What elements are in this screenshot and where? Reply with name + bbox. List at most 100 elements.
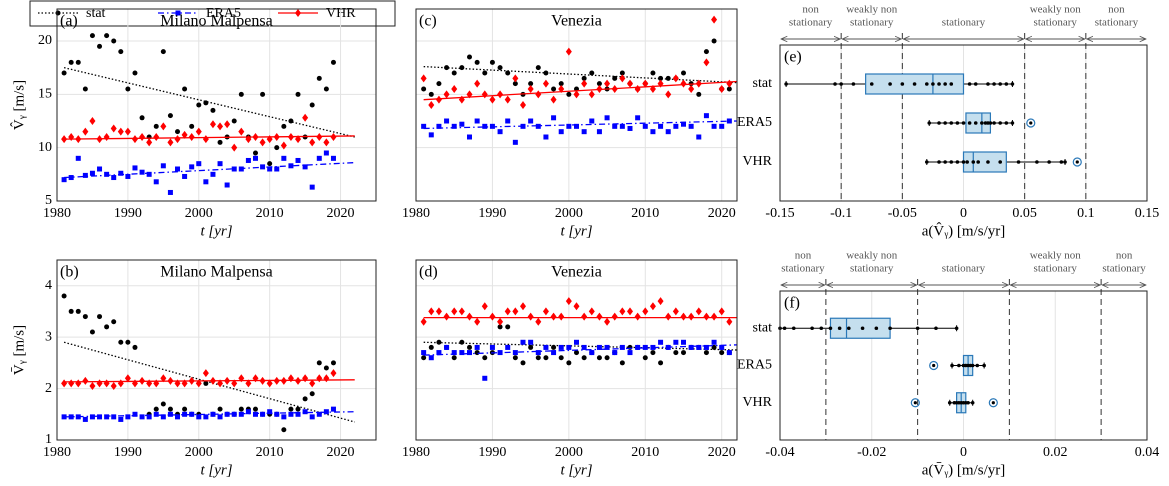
point (224, 120, 231, 129)
point (420, 74, 427, 83)
point (436, 350, 442, 356)
point (323, 138, 330, 147)
point (672, 307, 679, 316)
point (111, 414, 117, 420)
point (295, 157, 301, 163)
region-label: non (1108, 4, 1125, 16)
point (566, 123, 572, 129)
legend: stat ERA5 VHR (38, 6, 356, 21)
category-label: VHR (742, 395, 772, 410)
point (950, 363, 954, 368)
point (309, 414, 315, 420)
point (543, 134, 549, 140)
point (998, 121, 1002, 125)
point (528, 81, 534, 87)
point (428, 307, 435, 316)
point (869, 82, 874, 86)
point (558, 355, 564, 361)
point (665, 129, 671, 135)
point (153, 411, 159, 417)
point (189, 411, 195, 417)
x-tick-label: 2000 (555, 206, 583, 221)
point (900, 82, 905, 86)
point (139, 169, 145, 175)
point (681, 121, 686, 127)
point (650, 70, 656, 76)
point (316, 155, 322, 161)
point (209, 120, 216, 129)
x-tick-label: 1990 (114, 445, 142, 460)
y-tick-label: 10 (38, 140, 52, 155)
point (504, 95, 511, 104)
y-tick-label: 15 (38, 87, 52, 102)
point (203, 414, 209, 420)
panel-label: (c) (419, 13, 437, 30)
point (672, 74, 679, 83)
point (627, 79, 633, 88)
point (558, 312, 565, 321)
point (649, 302, 656, 311)
point (231, 118, 237, 124)
legend-box (29, 0, 396, 27)
point (302, 113, 309, 122)
point (627, 125, 633, 131)
point (451, 307, 458, 316)
panel-label: (a) (60, 13, 78, 30)
point (451, 85, 458, 93)
region-label: weakly non (1030, 4, 1082, 16)
point (436, 81, 442, 87)
point (117, 127, 124, 136)
point (421, 355, 427, 361)
point (696, 91, 702, 97)
point (658, 75, 664, 81)
y-tick-label: 3 (45, 329, 52, 344)
point (89, 329, 95, 335)
point (1047, 160, 1051, 164)
point (970, 363, 975, 368)
point (309, 391, 315, 397)
point (673, 123, 679, 129)
trend-line (64, 411, 355, 418)
outlier (988, 398, 998, 408)
point (274, 145, 280, 151)
point (245, 409, 251, 415)
point (210, 171, 216, 177)
point (146, 138, 153, 147)
point (309, 184, 315, 190)
point (558, 129, 564, 135)
plot-frame (779, 44, 1148, 202)
x-tick-label: 1980 (402, 445, 430, 460)
point (281, 155, 287, 161)
trend-line (423, 80, 738, 101)
point (224, 182, 230, 188)
point (986, 160, 990, 164)
region-label: stationary (789, 17, 833, 29)
point (934, 326, 938, 331)
point (89, 382, 96, 390)
outlier (910, 398, 920, 408)
point (535, 317, 542, 326)
point (703, 113, 709, 119)
point (497, 324, 503, 330)
point (551, 350, 557, 356)
panel: 1980 1990 2000 2010 2020 1 2 3 4 (b) Milano Malpen… (11, 259, 377, 478)
x-tick-label: 0.1 (1077, 206, 1095, 221)
point (681, 350, 686, 356)
point (512, 350, 518, 356)
x-axis-label: t [yr] (560, 223, 592, 239)
point (125, 86, 131, 92)
point (118, 170, 124, 176)
point (252, 411, 258, 417)
outlier (1072, 157, 1082, 167)
point (696, 344, 702, 350)
point (288, 411, 294, 417)
point (181, 130, 188, 139)
point (627, 350, 633, 356)
point (1059, 160, 1064, 164)
point (635, 344, 641, 350)
point (581, 355, 587, 361)
point (82, 172, 88, 178)
point (421, 86, 427, 92)
